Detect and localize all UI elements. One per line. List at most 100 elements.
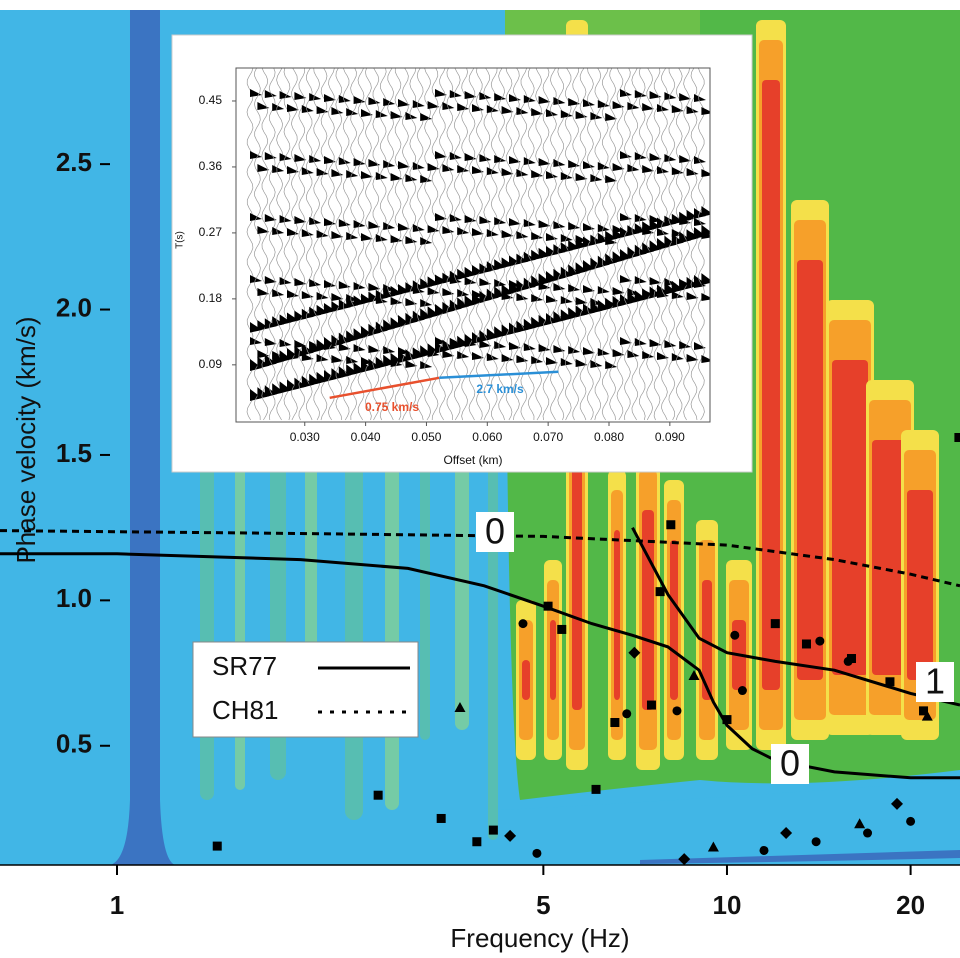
data-point: [622, 709, 632, 719]
wavelet: [494, 279, 507, 287]
wavelet: [553, 283, 566, 291]
wavelet: [686, 354, 699, 362]
wavelet: [346, 356, 359, 364]
inset-y-tick-label: 0.45: [199, 93, 223, 107]
data-point: [730, 630, 740, 640]
wavelet: [324, 280, 336, 288]
wavelet: [250, 337, 262, 345]
wavelet: [583, 161, 595, 169]
wavelet: [457, 165, 470, 173]
wavelet: [560, 172, 573, 180]
wiggle-traces: [246, 68, 710, 421]
wavelet: [694, 156, 706, 164]
trace: [372, 68, 380, 421]
wavelet: [331, 231, 344, 239]
wavelet: [590, 360, 603, 368]
wavelet: [420, 361, 433, 369]
trace: [431, 68, 439, 421]
wavelet: [316, 168, 329, 176]
wavelet: [383, 98, 396, 106]
wavelet: [346, 232, 359, 240]
band-red: [872, 440, 908, 675]
trace: [350, 68, 357, 421]
y-tick-label: 1.0: [56, 583, 92, 613]
data-point: [815, 636, 825, 646]
data-point: [891, 797, 904, 810]
wavelet: [250, 151, 262, 159]
velocity-line: [329, 376, 440, 400]
trace: [624, 68, 631, 421]
trace: [439, 68, 446, 421]
inset-y-tick-label: 0.36: [199, 159, 223, 173]
trace: [594, 68, 602, 421]
wavelet: [361, 171, 373, 179]
trace: [446, 68, 454, 421]
wavelet: [272, 227, 285, 235]
wavelet: [597, 162, 610, 170]
trace: [379, 68, 387, 421]
wavelet: [383, 222, 396, 230]
wavelet: [657, 290, 669, 298]
data-point: [610, 718, 620, 727]
trace: [298, 68, 306, 421]
wavelet: [353, 220, 366, 228]
wavelet: [331, 355, 344, 363]
wavelet: [405, 236, 418, 244]
wavelet: [257, 226, 270, 234]
wavelet: [686, 168, 699, 176]
wavelet: [412, 224, 425, 232]
wavelet: [272, 289, 285, 297]
wavelet: [501, 230, 514, 238]
wavelet: [294, 216, 307, 224]
wavelet: [398, 223, 410, 231]
wavelet: [464, 91, 477, 99]
wavelet: [568, 284, 581, 292]
wavelet: [398, 99, 410, 107]
wavelet: [501, 168, 514, 176]
dispersion-curve: [631, 526, 960, 707]
wavelet: [472, 104, 484, 112]
data-point: [770, 619, 780, 629]
wavelet: [509, 342, 521, 350]
wavelet: [671, 167, 684, 175]
wavelet: [546, 295, 558, 303]
wavelet: [257, 164, 270, 172]
wavelet: [472, 166, 484, 174]
wavelet: [264, 276, 277, 284]
wavelet: [568, 160, 581, 168]
wavelet: [538, 344, 551, 352]
trace: [535, 68, 542, 421]
data-point: [854, 818, 866, 829]
trace: [616, 68, 624, 421]
wavelet: [501, 106, 514, 114]
wavelet: [701, 293, 710, 301]
wavelet: [501, 292, 514, 300]
wavelet: [435, 213, 447, 221]
wavelet: [390, 111, 403, 119]
wavelet: [287, 104, 299, 112]
wavelet: [375, 172, 388, 180]
band-red: [907, 490, 933, 680]
wavelet: [523, 343, 536, 351]
trace: [646, 68, 653, 421]
wavelet: [634, 276, 647, 284]
wavelet: [279, 91, 292, 99]
wavelet: [679, 341, 692, 349]
wavelet: [516, 107, 529, 115]
wavelet: [353, 282, 366, 290]
mode-label-box: [916, 662, 954, 702]
wavelet: [583, 285, 595, 293]
wavelet: [472, 352, 484, 360]
velocity-label: 0.75 km/s: [365, 400, 419, 414]
trace: [342, 68, 350, 421]
x-tick-label: 20: [896, 890, 925, 920]
legend-label: SR77: [212, 651, 277, 681]
trace: [564, 68, 572, 421]
wavelet: [398, 161, 410, 169]
wavelet: [479, 340, 492, 348]
wavelet: [597, 224, 610, 232]
wavelet: [701, 169, 710, 177]
wavelet: [597, 100, 610, 108]
trace: [461, 68, 468, 421]
wavelet: [620, 337, 632, 345]
